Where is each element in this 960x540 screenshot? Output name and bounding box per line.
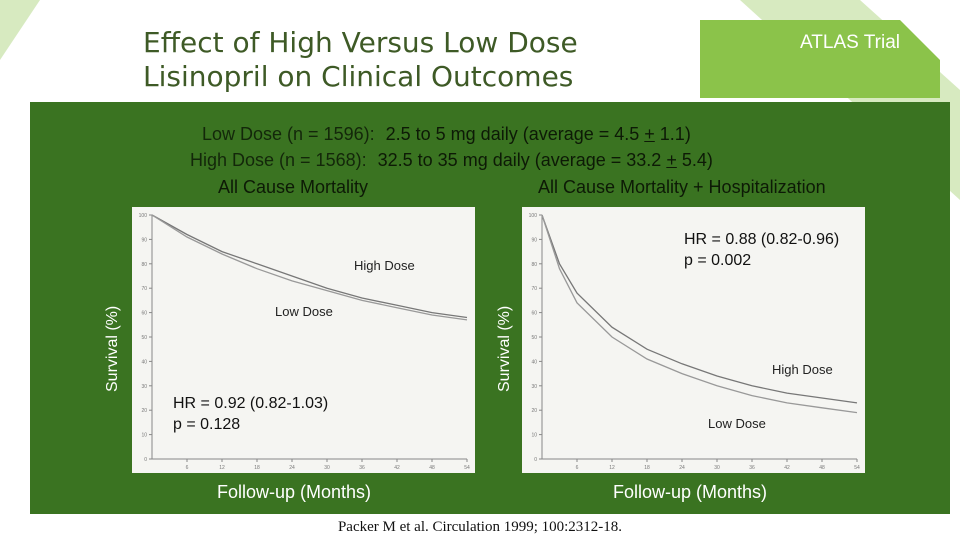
chart1-y-tick-label: 30 [141, 384, 147, 390]
chart1-label-high-dose: High Dose [354, 258, 415, 273]
title-line-2: Lisinopril on Clinical Outcomes [143, 60, 574, 93]
chart1-y-tick-label: 70 [141, 286, 147, 292]
chart1-x-tick-label: 30 [324, 465, 330, 471]
chart1-x-tick-label: 54 [464, 465, 470, 471]
chart1-y-tick-label: 60 [141, 311, 147, 317]
chart2-annotation-line-2: p = 0.002 [684, 252, 751, 269]
citation: Packer M et al. Circulation 1999; 100:23… [337, 519, 623, 535]
high-dose-label: High Dose (n = 1568): [190, 150, 367, 170]
chart1-x-tick-label: 18 [254, 465, 260, 471]
chart2-annotation-line-1: HR = 0.88 (0.82-0.96) [684, 231, 839, 248]
chart1-title: All Cause Mortality [218, 177, 369, 197]
chart2-x-tick-label: 54 [854, 465, 860, 471]
chart1-y-tick-label: 80 [141, 262, 147, 268]
chart2-x-tick-label: 36 [749, 465, 755, 471]
chart2-x-tick-label: 18 [644, 465, 650, 471]
chart2-y-tick-label: 0 [534, 457, 537, 463]
chart2-title: All Cause Mortality + Hospitalization [538, 177, 826, 197]
deco-shape-dark [700, 20, 940, 98]
slide-title: Effect of High Versus Low Dose Lisinopri… [143, 26, 663, 94]
chart2-y-tick-label: 30 [531, 384, 537, 390]
chart1-y-tick-label: 50 [141, 335, 147, 341]
chart2-label-low-dose: Low Dose [708, 416, 766, 431]
chart2-y-tick-label: 20 [531, 408, 537, 414]
chart2-y-tick-label: 90 [531, 237, 537, 243]
chart1-y-tick-label: 40 [141, 359, 147, 365]
chart2-series-high-dose [541, 214, 858, 404]
low-dose-description: Low Dose (n = 1596): 2.5 to 5 mg daily (… [202, 124, 691, 145]
chart1-x-tick-label: 12 [219, 465, 225, 471]
content-panel: Low Dose (n = 1596): 2.5 to 5 mg daily (… [30, 102, 950, 514]
chart1-y-tick-label: 100 [139, 213, 148, 219]
chart1-y-tick-label: 10 [141, 433, 147, 439]
chart2-y-tick-label: 50 [531, 335, 537, 341]
chart2-x-tick-label: 12 [609, 465, 615, 471]
trial-tag: ATLAS Trial [800, 32, 900, 53]
chart1-annotation-line-2: p = 0.128 [173, 416, 240, 433]
low-dose-label: Low Dose (n = 1596): [202, 124, 375, 144]
chart1-x-tick-label: 36 [359, 465, 365, 471]
chart2-x-tick-label: 24 [679, 465, 685, 471]
chart1-y-tick-label: 0 [144, 457, 147, 463]
low-dose-pm: + [644, 124, 655, 144]
chart2-y-tick-label: 60 [531, 311, 537, 317]
chart2-x-tick-label: 6 [576, 465, 579, 471]
chart2-y-axis-title: Survival (%) [496, 305, 513, 392]
title-line-1: Effect of High Versus Low Dose [143, 26, 578, 59]
chart2-x-tick-label: 48 [819, 465, 825, 471]
chart1-x-tick-label: 42 [394, 465, 400, 471]
high-dose-text-post: 5.4) [676, 150, 713, 170]
chart1-series-low-dose [151, 214, 468, 321]
chart2-y-tick-label: 100 [529, 213, 538, 219]
chart1-label-low-dose: Low Dose [275, 304, 333, 319]
chart1-plot-area: 100 90 80 70 60 50 40 30 20 10 0 6 12 18 24 30 36 42 48 54 H… [132, 207, 475, 473]
high-dose-text-pre: 32.5 to 35 mg daily (average = 33.2 [377, 150, 667, 170]
chart2-plot-area: 100 90 80 70 60 50 40 30 20 10 0 6 12 18 24 30 36 42 48 54 H… [522, 207, 865, 473]
chart1-x-axis-title: Follow-up (Months) [217, 482, 372, 502]
chart2-label-high-dose: High Dose [772, 362, 833, 377]
low-dose-text-post: 1.1) [654, 124, 691, 144]
chart1-y-tick-label: 90 [141, 237, 147, 243]
high-dose-description: High Dose (n = 1568): 32.5 to 35 mg dail… [190, 150, 713, 171]
chart1-y-axis-title: Survival (%) [104, 305, 121, 392]
chart1-y-tick-label: 20 [141, 408, 147, 414]
chart2-series-low-dose [541, 214, 858, 414]
chart2-y-tick-label: 80 [531, 262, 537, 268]
chart1-x-tick-label: 6 [186, 465, 189, 471]
chart2-y-tick-label: 70 [531, 286, 537, 292]
chart1-series-high-dose [151, 214, 468, 319]
chart1-annotation-line-1: HR = 0.92 (0.82-1.03) [173, 395, 328, 412]
chart2-x-tick-label: 42 [784, 465, 790, 471]
chart1-x-tick-label: 48 [429, 465, 435, 471]
chart2-x-axis-title: Follow-up (Months) [613, 482, 768, 502]
high-dose-pm: + [666, 150, 677, 170]
chart2-x-tick-label: 30 [714, 465, 720, 471]
low-dose-text-pre: 2.5 to 5 mg daily (average = 4.5 [385, 124, 645, 144]
chart2-y-tick-label: 10 [531, 433, 537, 439]
chart2-y-tick-label: 40 [531, 359, 537, 365]
deco-shape-left [0, 0, 40, 60]
chart1-x-tick-label: 24 [289, 465, 295, 471]
